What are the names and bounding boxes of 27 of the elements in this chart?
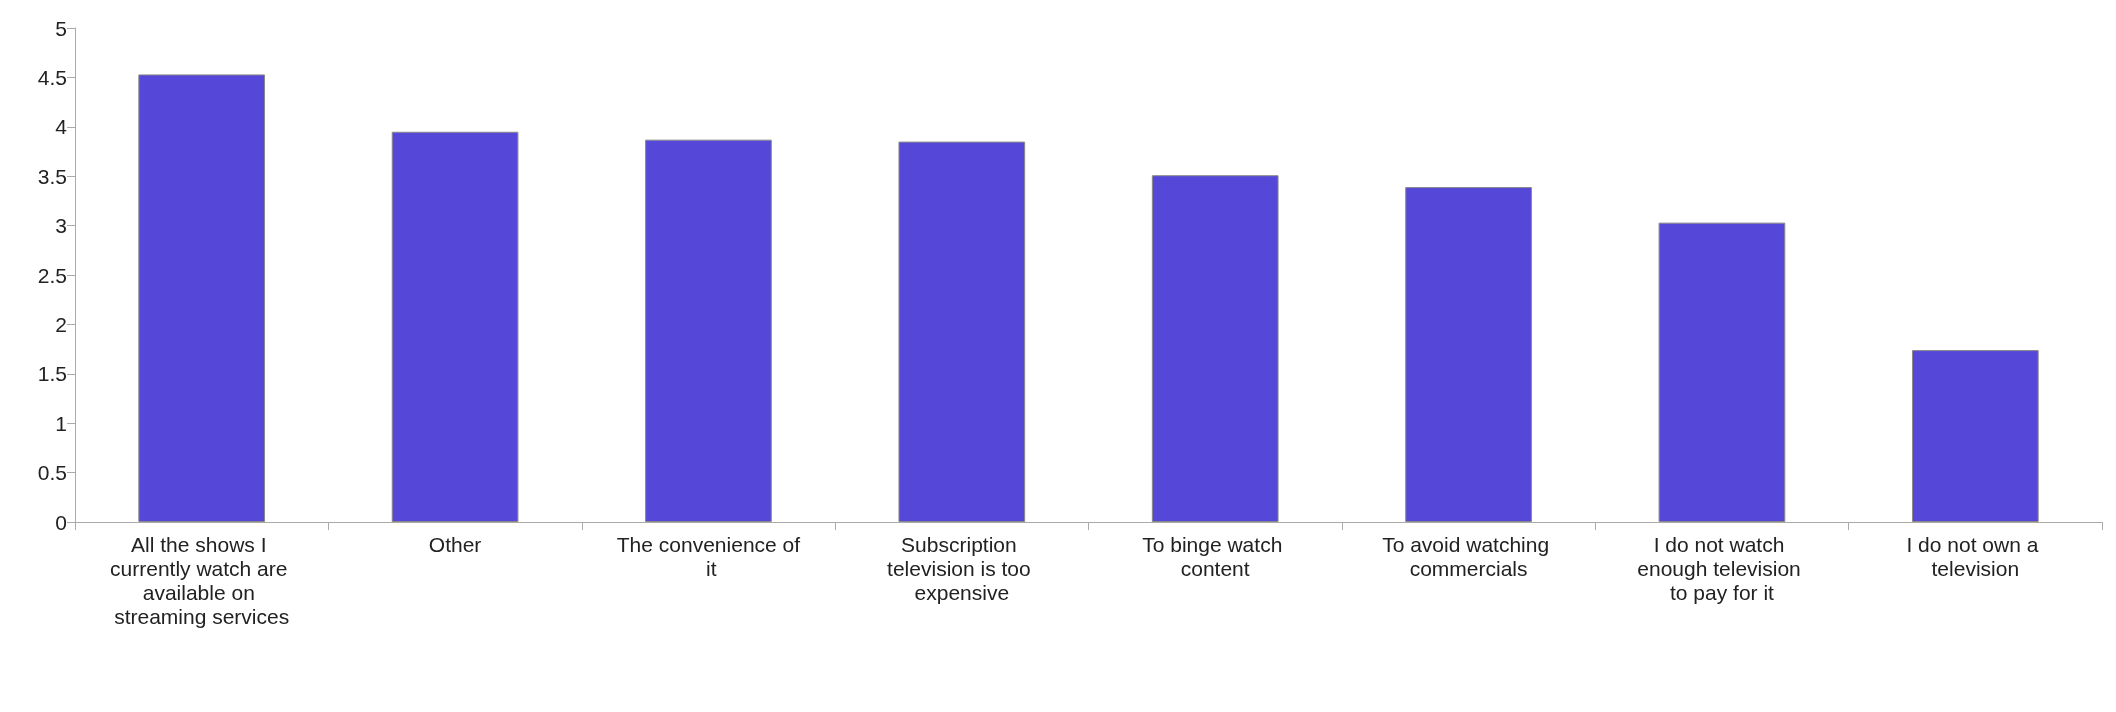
y-tick-label: 4 <box>55 115 68 139</box>
y-tick-label: 2 <box>55 312 67 336</box>
bar <box>1658 222 1786 522</box>
y-tick-label: 3.5 <box>37 164 67 188</box>
x-tick-label: Other <box>428 532 482 556</box>
y-tick-label: 2.5 <box>37 263 67 287</box>
bar <box>1151 175 1279 522</box>
y-tick-label: 0.5 <box>37 461 67 485</box>
x-tick-label: The convenience of it <box>616 532 801 580</box>
x-tick-label: To avoid watching commercials <box>1382 532 1555 580</box>
y-tick-label: 3 <box>55 214 67 238</box>
x-tick-label: All the shows I currently watch are available on streaming services <box>110 532 294 628</box>
x-tick-label: I do not own a television <box>1906 532 2045 580</box>
bar <box>391 131 519 522</box>
x-tick-label: I do not watch enough television to pay for it <box>1637 532 1807 604</box>
bar <box>138 74 266 522</box>
bar <box>645 139 772 522</box>
y-tick-label: 5 <box>55 16 67 40</box>
y-tick-label: 1 <box>55 411 67 435</box>
bar <box>1911 350 2039 522</box>
bar <box>1405 187 1532 522</box>
y-tick-label: 0 <box>55 510 67 534</box>
y-tick-label: 4.5 <box>37 65 67 89</box>
bar <box>898 141 1026 522</box>
x-tick-label: Subscription television is too expensive <box>887 532 1037 604</box>
y-tick-label: 1.5 <box>37 362 67 386</box>
x-tick-label: To binge watch content <box>1142 532 1289 580</box>
